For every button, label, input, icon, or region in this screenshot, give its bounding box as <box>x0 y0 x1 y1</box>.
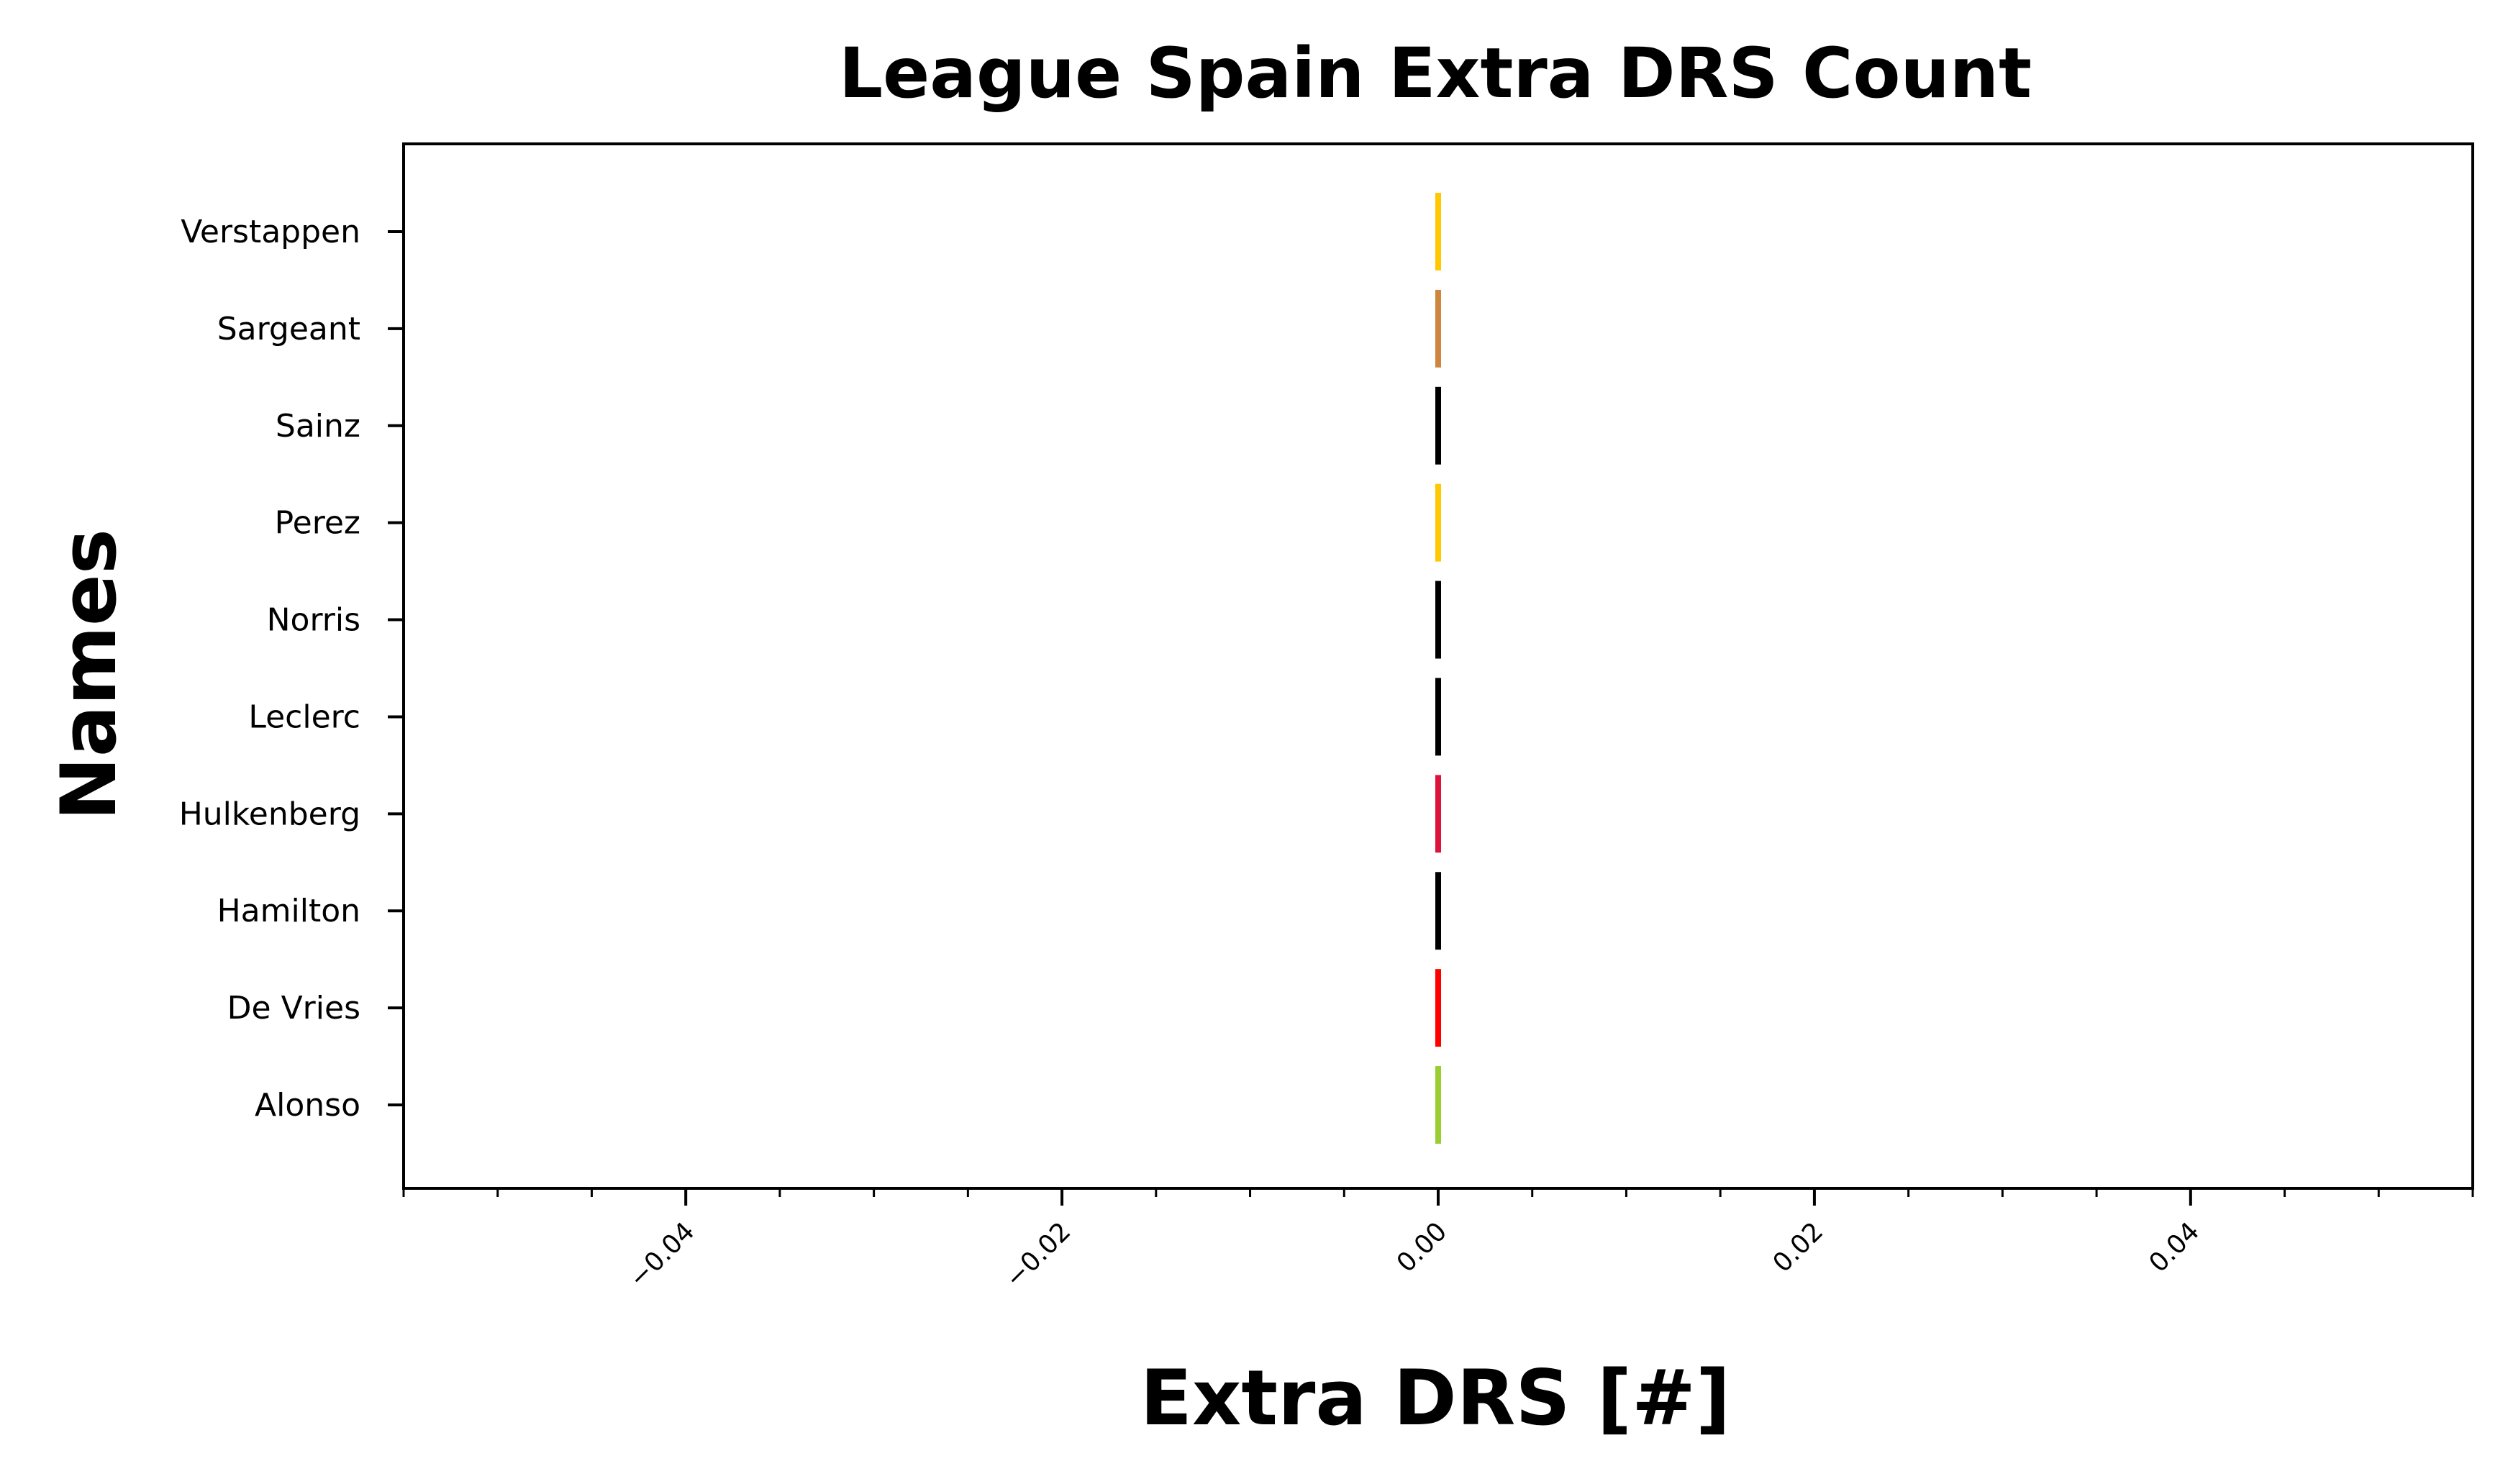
y-axis-label: Names <box>45 529 133 821</box>
y-tick-label: Norris <box>267 602 360 639</box>
bar-alonso <box>1435 1066 1441 1144</box>
y-tick-label: Perez <box>275 505 360 542</box>
bar-hamilton <box>1435 872 1441 950</box>
bar-perez <box>1435 483 1441 562</box>
axes-frame <box>402 142 2474 1190</box>
bar-verstappen <box>1435 193 1441 270</box>
bar-hulkenberg <box>1435 775 1441 853</box>
bar-leclerc <box>1435 678 1441 756</box>
x-axis-label: Extra DRS [#] <box>1140 1354 1731 1442</box>
y-tick-label: Verstappen <box>181 214 360 250</box>
y-tick-label: Leclerc <box>248 698 360 735</box>
y-tick-label: Hamilton <box>217 893 360 929</box>
bar-sargeant <box>1435 289 1441 368</box>
y-tick-label: De Vries <box>227 990 360 1026</box>
y-tick-label: Hulkenberg <box>179 796 360 832</box>
bar-norris <box>1435 581 1441 659</box>
bar-de-vries <box>1435 969 1441 1047</box>
chart-title: League Spain Extra DRS Count <box>839 33 2032 114</box>
y-tick-label: Sainz <box>276 408 360 445</box>
y-tick-label: Sargeant <box>217 311 360 347</box>
bar-sainz <box>1435 386 1441 465</box>
y-tick-label: Alonso <box>255 1087 360 1124</box>
